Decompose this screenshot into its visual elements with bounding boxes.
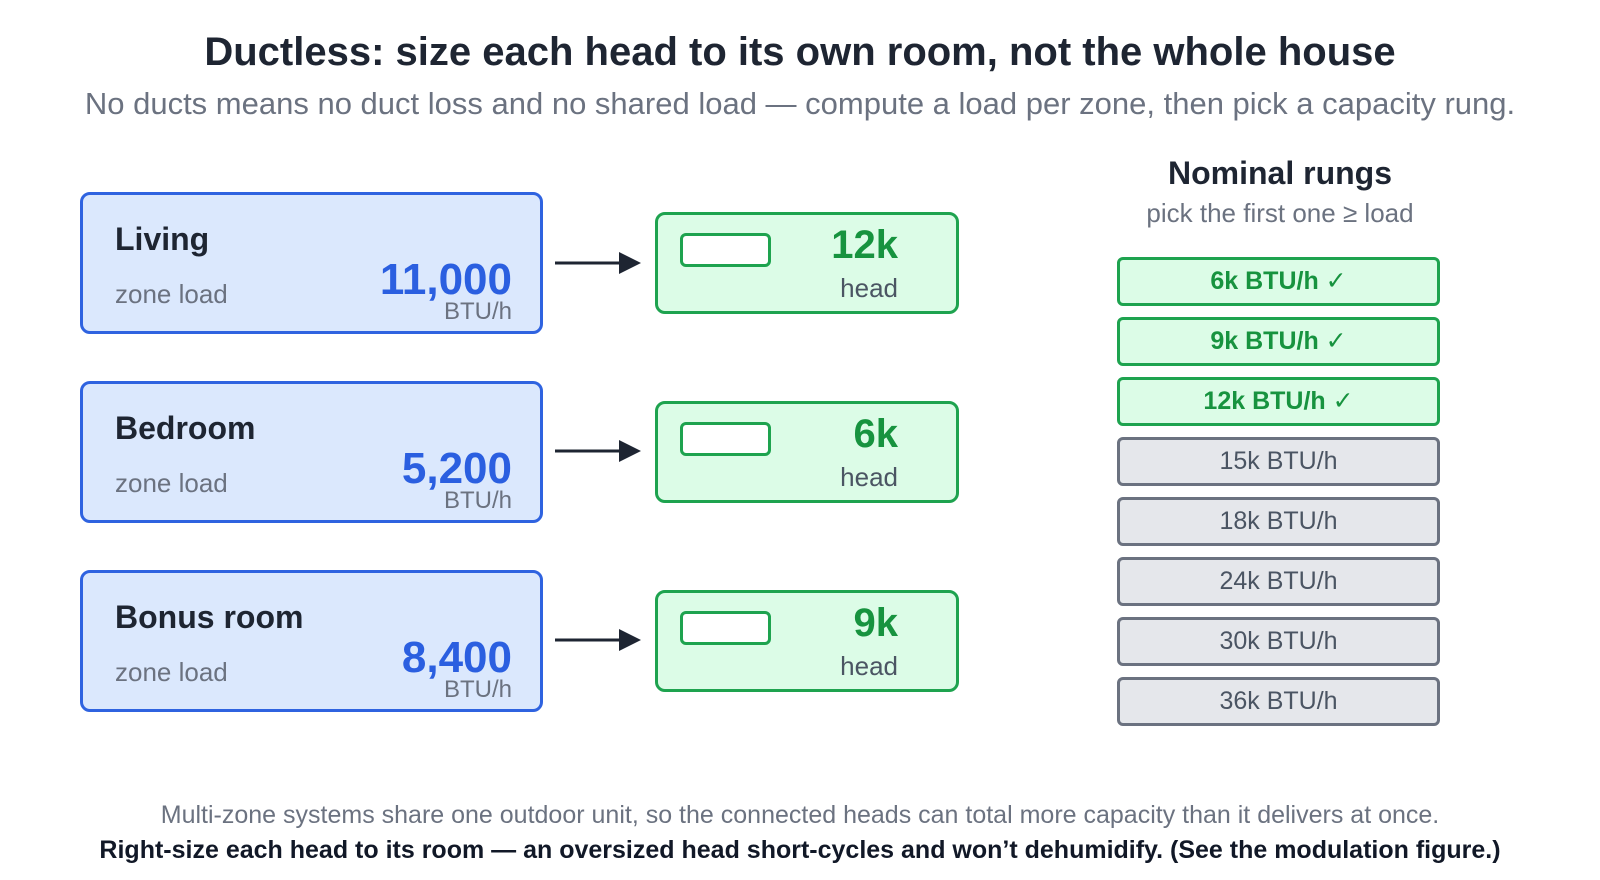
head-capacity: 9k: [853, 601, 899, 645]
rung-9k: 9k BTU/h ✓: [1117, 317, 1440, 366]
zone-load-label: zone load: [115, 657, 228, 687]
zone-load-value: 11,000: [379, 255, 512, 304]
indoor-unit-icon: [680, 233, 771, 267]
zone-card-living: Living zone load 11,000 BTU/h: [80, 192, 543, 334]
rung-24k: 24k BTU/h: [1117, 557, 1440, 606]
head-label: head: [840, 273, 898, 303]
zone-name: Bonus room: [115, 599, 304, 635]
head-label: head: [840, 651, 898, 681]
head-card-bonus-room: 9k head: [655, 590, 959, 692]
rungs-subtitle: pick the first one ≥ load: [1146, 198, 1414, 228]
arrow-right-icon: [555, 629, 641, 651]
diagram-title: Ductless: size each head to its own room…: [204, 30, 1396, 74]
rung-18k: 18k BTU/h: [1117, 497, 1440, 546]
rung-15k: 15k BTU/h: [1117, 437, 1440, 486]
zone-name: Bedroom: [115, 410, 256, 446]
rung-6k: 6k BTU/h ✓: [1117, 257, 1440, 306]
zone-load-value: 5,200: [401, 444, 512, 493]
rung-12k: 12k BTU/h ✓: [1117, 377, 1440, 426]
head-capacity: 6k: [853, 412, 899, 456]
head-label: head: [840, 462, 898, 492]
rung-36k: 36k BTU/h: [1117, 677, 1440, 726]
zone-load-label: zone load: [115, 279, 228, 309]
indoor-unit-icon: [680, 611, 771, 645]
zone-load-value: 8,400: [401, 633, 512, 682]
rung-30k: 30k BTU/h: [1117, 617, 1440, 666]
head-capacity: 12k: [831, 223, 898, 267]
footnote: Multi-zone systems share one outdoor uni…: [160, 801, 1440, 829]
head-card-bedroom: 6k head: [655, 401, 959, 503]
zone-card-bedroom: Bedroom zone load 5,200 BTU/h: [80, 381, 543, 523]
diagram-subtitle: No ducts means no duct loss and no share…: [84, 86, 1516, 121]
arrow-right-icon: [555, 252, 641, 274]
zone-card-bonus-room: Bonus room zone load 8,400 BTU/h: [80, 570, 543, 712]
zone-name: Living: [115, 221, 210, 257]
zone-load-unit: BTU/h: [443, 298, 512, 325]
takeaway: Right-size each head to its room — an ov…: [99, 836, 1501, 864]
zone-load-unit: BTU/h: [443, 676, 512, 703]
arrow-right-icon: [555, 440, 641, 462]
zone-load-label: zone load: [115, 468, 228, 498]
zone-load-unit: BTU/h: [443, 487, 512, 514]
rungs-title: Nominal rungs: [1167, 155, 1392, 191]
head-card-living: 12k head: [655, 212, 959, 314]
indoor-unit-icon: [680, 422, 771, 456]
